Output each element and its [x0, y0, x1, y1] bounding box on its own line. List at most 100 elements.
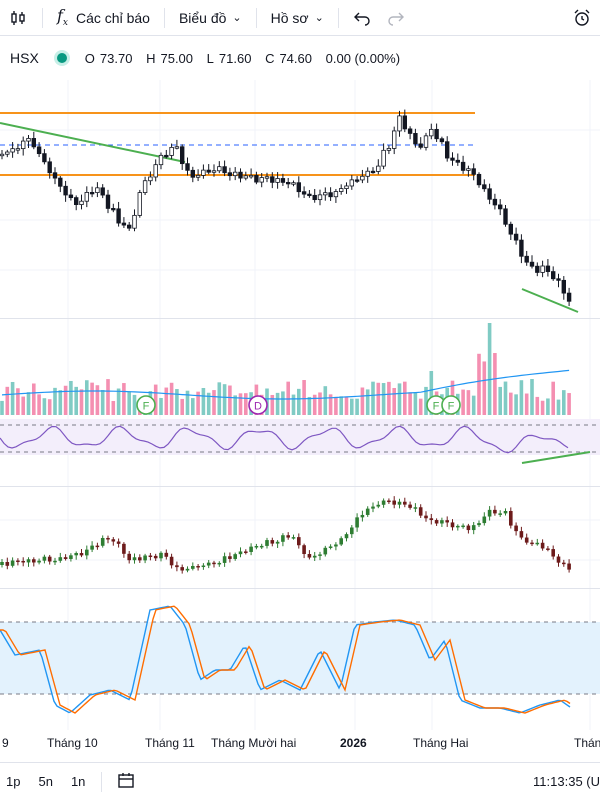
- stoch-k-line: [0, 605, 571, 714]
- volume-bar: [233, 395, 237, 415]
- candle-body: [238, 171, 243, 179]
- candle-body: [312, 555, 317, 558]
- candle-body: [254, 546, 259, 548]
- candle-body: [42, 153, 47, 163]
- date-range-button[interactable]: [112, 770, 140, 793]
- candle-body: [232, 171, 238, 177]
- candles-icon[interactable]: [0, 0, 36, 36]
- candle-body: [196, 565, 200, 568]
- volume-bar: [116, 388, 121, 415]
- pane-divider[interactable]: [0, 588, 600, 589]
- rsi-line: [0, 425, 569, 454]
- candle-body: [407, 128, 413, 134]
- alarm-clock-icon: [574, 9, 590, 26]
- undo-icon: [353, 12, 370, 26]
- volume-bar: [106, 379, 110, 415]
- candle-body: [370, 170, 376, 174]
- candle-body: [63, 185, 68, 196]
- volume-bar: [206, 392, 211, 415]
- candle-body: [540, 542, 545, 549]
- candle-body: [285, 181, 291, 185]
- undo-button[interactable]: [345, 0, 379, 36]
- candle-body: [265, 540, 269, 546]
- candle-body: [509, 510, 513, 526]
- trend-line-bottom[interactable]: [521, 288, 579, 313]
- candle-body: [275, 541, 280, 544]
- clock-timezone[interactable]: 11:13:35 (U: [533, 774, 600, 789]
- volume-bar: [79, 389, 84, 415]
- profile-dropdown[interactable]: Hồ sơ ⌄: [263, 0, 332, 36]
- open-value: 73.70: [99, 50, 133, 66]
- volume-bar: [201, 387, 206, 415]
- candle-body: [191, 565, 195, 569]
- volume-bar: [69, 380, 73, 415]
- candle-body: [190, 169, 195, 178]
- candle-body: [233, 554, 237, 559]
- volume-bar: [556, 399, 561, 415]
- indicators-button[interactable]: fx Các chỉ báo: [49, 0, 158, 36]
- candle-body: [63, 557, 68, 559]
- candle-body: [111, 539, 116, 542]
- volume-bar: [132, 394, 137, 415]
- candle-body: [402, 115, 407, 130]
- candle-body: [456, 525, 460, 528]
- volume-bar: [275, 392, 280, 415]
- timeframe-5n[interactable]: 5n: [38, 774, 53, 789]
- candle-body: [317, 194, 323, 201]
- axis-label: Tháng: [574, 736, 600, 750]
- chart-type-dropdown[interactable]: Biểu đồ ⌄: [171, 0, 250, 36]
- pane-divider[interactable]: [0, 318, 600, 319]
- candle-body: [142, 180, 148, 194]
- volume-bar: [5, 386, 10, 415]
- candle-body: [16, 560, 20, 563]
- alert-button[interactable]: [564, 0, 600, 36]
- pane-divider[interactable]: [0, 486, 600, 487]
- volume-bar: [291, 394, 296, 415]
- candle-body: [164, 154, 169, 158]
- candle-body: [302, 545, 306, 555]
- volume-bar: [546, 398, 550, 415]
- candle-body: [455, 159, 460, 163]
- volume-bars: [0, 323, 571, 415]
- candle-body: [519, 239, 524, 257]
- candle-body: [307, 193, 312, 197]
- volume-bar: [381, 383, 386, 415]
- candle-body: [514, 525, 518, 532]
- candle-body: [185, 163, 190, 171]
- timeframe-1n[interactable]: 1n: [70, 774, 86, 789]
- change-value: 0.00 (0.00%): [325, 50, 401, 66]
- candle-body: [397, 501, 402, 505]
- rsi-trend-line[interactable]: [521, 451, 591, 464]
- candle-body: [153, 164, 158, 178]
- candle-body: [286, 535, 290, 538]
- candle-body: [291, 182, 296, 185]
- candle-body: [545, 265, 551, 272]
- trend-line-down[interactable]: [0, 122, 186, 163]
- candle-body: [434, 128, 439, 140]
- redo-button[interactable]: [379, 0, 413, 36]
- volume-bar: [95, 385, 100, 415]
- timeframe-1p[interactable]: 1p: [6, 774, 21, 789]
- volume-bar: [350, 398, 354, 415]
- volume-bar: [408, 392, 412, 415]
- candle-body: [259, 177, 264, 183]
- volume-bar: [58, 390, 63, 415]
- candle-body: [238, 551, 243, 555]
- candle-body: [127, 224, 132, 229]
- time-axis[interactable]: 9 Tháng 10 Tháng 11 Tháng Mười hai 2026 …: [0, 733, 600, 755]
- volume-bar: [42, 398, 47, 415]
- close-value: 74.60: [279, 50, 312, 66]
- candle-body: [477, 523, 481, 526]
- volume-bar: [228, 385, 232, 415]
- candle-body: [387, 500, 391, 503]
- volume-bar: [37, 394, 41, 415]
- candle-body: [307, 554, 312, 558]
- candle-body: [280, 178, 286, 183]
- volume-ma-line: [1, 369, 570, 400]
- event-marker-label: F: [143, 401, 150, 413]
- candle-body: [333, 191, 339, 198]
- exchange-label[interactable]: HSX: [10, 50, 39, 66]
- candle-body: [535, 542, 540, 545]
- candle-body: [85, 549, 89, 556]
